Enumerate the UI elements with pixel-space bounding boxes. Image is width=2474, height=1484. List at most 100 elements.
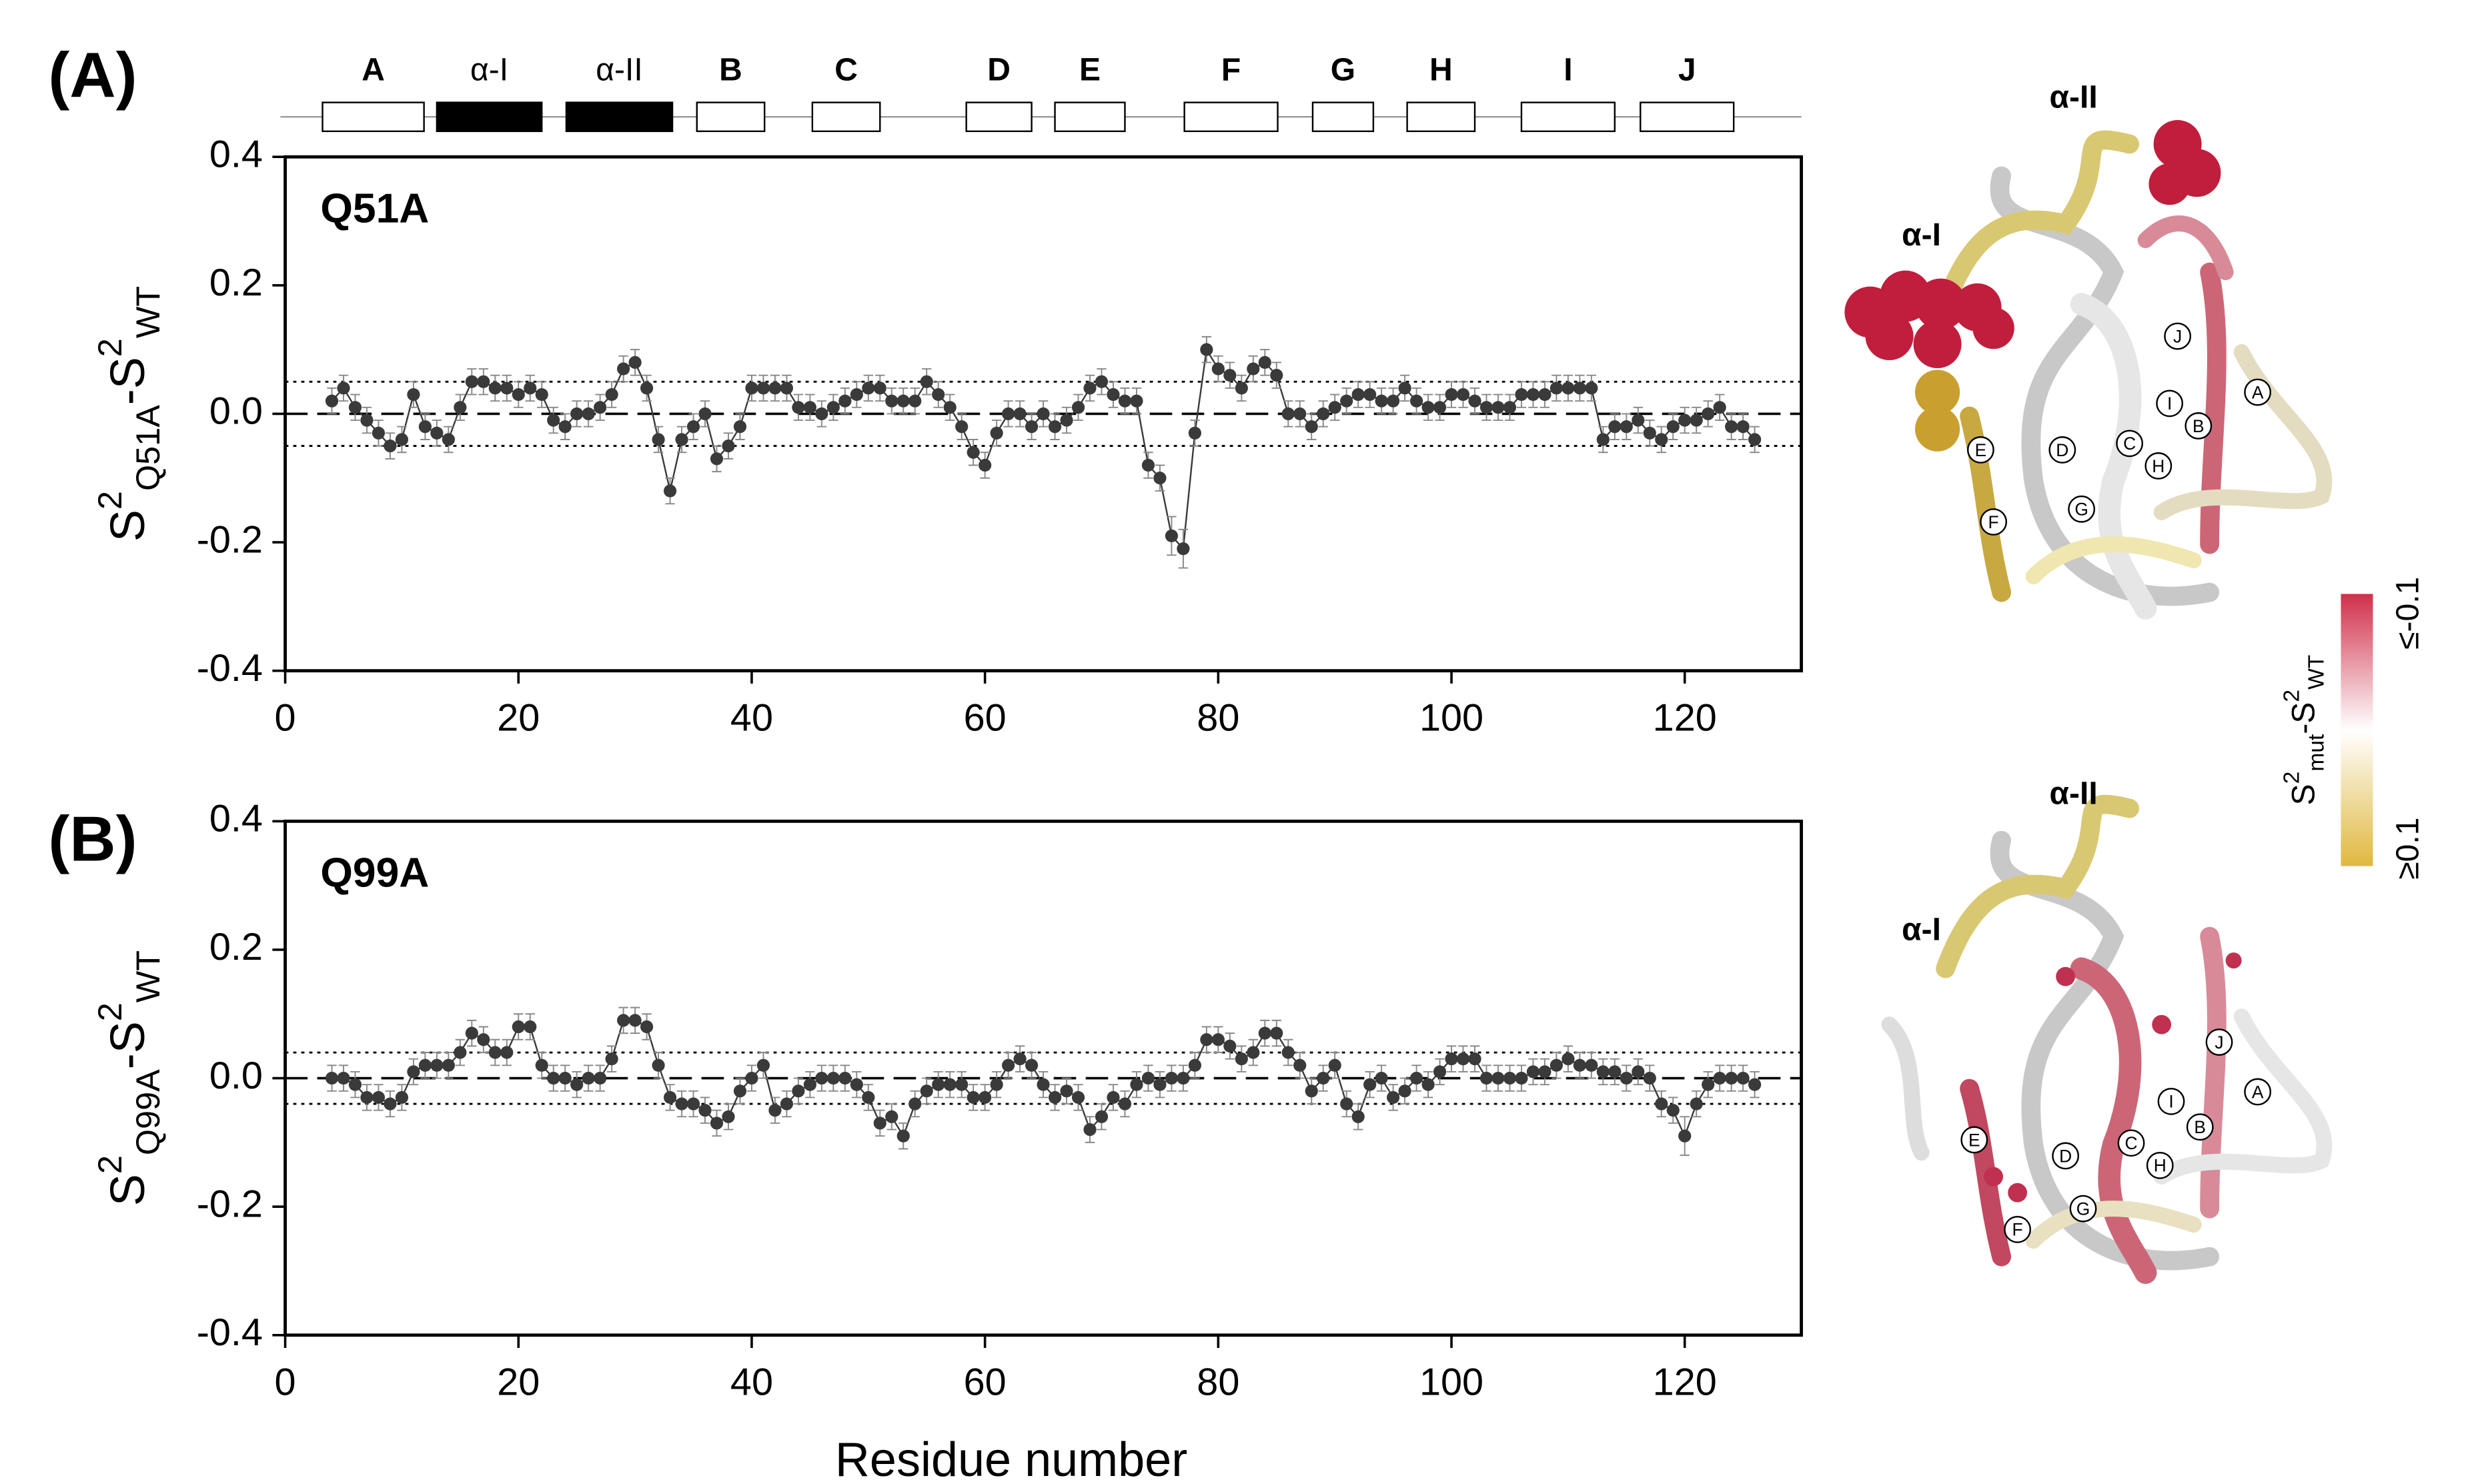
structure-a [1844, 120, 2333, 620]
data-point [663, 1090, 677, 1104]
data-point [605, 388, 618, 402]
data-point [1270, 369, 1283, 382]
data-point [500, 1046, 514, 1059]
data-point [733, 1084, 747, 1098]
colorbar-bottom-label: ≥0.1 [2390, 818, 2425, 880]
x-tick-label: 60 [964, 1361, 1007, 1403]
data-point [1083, 382, 1097, 395]
data-point [1211, 362, 1225, 376]
data-point [628, 355, 642, 369]
data-point [1398, 1084, 1411, 1098]
ss-label: F [1221, 53, 1241, 88]
data-point [337, 382, 350, 395]
data-point [1479, 401, 1493, 414]
data-point [1247, 1046, 1260, 1059]
data-point [1013, 1052, 1027, 1066]
structure-b [1881, 794, 2333, 1284]
data-point [1573, 382, 1586, 395]
strand-marker [1966, 436, 1994, 464]
x-tick-label: 100 [1419, 1361, 1483, 1403]
data-point [675, 1097, 688, 1110]
strand-label: A [2252, 382, 2264, 402]
strand-label: B [2193, 416, 2205, 436]
data-point [547, 1071, 560, 1085]
data-point [1550, 382, 1563, 395]
data-point [477, 1033, 490, 1046]
data-point [733, 420, 747, 434]
data-point [1433, 401, 1447, 414]
data-point [1702, 407, 1715, 421]
data-point [337, 1071, 350, 1085]
strand-box [1054, 101, 1126, 133]
x-tick-label: 80 [1197, 696, 1239, 739]
ss-label: B [719, 53, 742, 88]
ss-label: J [1678, 53, 1696, 88]
data-point [407, 388, 420, 402]
y-axis-label-part: WT [129, 950, 167, 1002]
data-point [768, 1104, 782, 1117]
data-point [1107, 1090, 1120, 1104]
data-point [686, 1097, 700, 1110]
strand-marker [2157, 1087, 2185, 1115]
y-axis-label-part: Q51A [129, 405, 167, 491]
data-point [780, 382, 794, 395]
data-point [1748, 1078, 1762, 1091]
data-point [1538, 1065, 1552, 1078]
y-tick-label: 0.4 [209, 798, 263, 840]
data-point [967, 1090, 980, 1104]
data-point [826, 401, 840, 414]
data-point [1491, 401, 1505, 414]
strand-marker [2069, 1195, 2097, 1223]
helix-label: α-I [1902, 912, 1941, 948]
strand-label: F [2012, 1220, 2023, 1240]
data-point [1468, 394, 1481, 408]
panel-label: (B) [48, 803, 137, 874]
data-point [407, 1065, 420, 1078]
data-point [1655, 1097, 1668, 1110]
data-point [1153, 472, 1167, 485]
data-point [1503, 1071, 1517, 1085]
data-point [500, 382, 514, 395]
data-point [535, 1058, 548, 1072]
data-point [605, 1052, 618, 1066]
data-point [640, 1020, 654, 1034]
ss-label: D [987, 53, 1011, 88]
data-point [1363, 388, 1377, 402]
data-point [442, 1058, 455, 1072]
data-point [1025, 420, 1039, 434]
data-point [1363, 1078, 1377, 1091]
data-line [331, 347, 1756, 551]
data-point [1235, 1052, 1248, 1066]
data-point [430, 1058, 444, 1072]
data-point [465, 1026, 478, 1040]
data-point [1293, 1058, 1307, 1072]
data-point [1736, 420, 1750, 434]
data-point [512, 1020, 525, 1034]
data-point [979, 458, 992, 472]
data-point [384, 440, 397, 453]
data-point [372, 426, 386, 440]
y-tick-label: 0.0 [209, 1054, 263, 1097]
data-point [1433, 1065, 1447, 1078]
data-point [710, 452, 724, 466]
data-point [1247, 362, 1260, 376]
data-point [348, 1078, 362, 1091]
data-point [920, 1084, 933, 1098]
strand-box [811, 101, 881, 133]
data-point [1188, 426, 1201, 440]
strand-label: A [2252, 1082, 2264, 1102]
strand-label: J [2173, 326, 2182, 346]
data-point [1387, 394, 1400, 408]
data-point [465, 375, 478, 388]
data-point [885, 394, 898, 408]
data-point [524, 382, 537, 395]
data-point [348, 401, 362, 414]
data-point [1165, 1071, 1179, 1085]
data-point [1678, 414, 1692, 427]
colorbar-title-part: WT [2305, 655, 2329, 690]
data-point [418, 1058, 432, 1072]
data-point [1060, 1084, 1073, 1098]
data-point [570, 407, 584, 421]
data-point [488, 1046, 502, 1059]
data-point [745, 1071, 758, 1085]
